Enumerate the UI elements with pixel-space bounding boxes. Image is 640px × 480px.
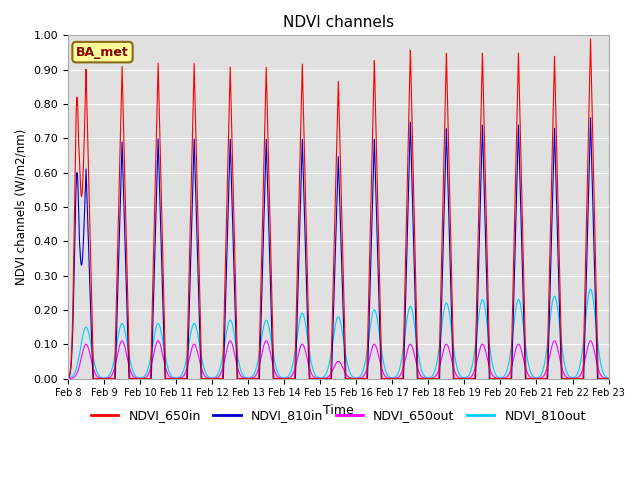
- Y-axis label: NDVI channels (W/m2/nm): NDVI channels (W/m2/nm): [15, 129, 28, 285]
- Title: NDVI channels: NDVI channels: [283, 15, 394, 30]
- NDVI_810out: [605, 375, 612, 381]
- NDVI_810in: [603, 376, 611, 382]
- NDVI_650out: [490, 373, 497, 379]
- Line: NDVI_650in: NDVI_650in: [68, 39, 609, 379]
- NDVI_810out: [64, 375, 72, 381]
- NDVI_810out: [603, 374, 611, 380]
- NDVI_810in: [267, 283, 275, 289]
- NDVI_650out: [180, 373, 188, 379]
- Legend: NDVI_650in, NDVI_810in, NDVI_650out, NDVI_810out: NDVI_650in, NDVI_810in, NDVI_650out, NDV…: [86, 404, 591, 427]
- Text: BA_met: BA_met: [76, 46, 129, 59]
- NDVI_810in: [64, 375, 72, 381]
- NDVI_650in: [64, 375, 72, 381]
- NDVI_650in: [180, 376, 188, 382]
- Line: NDVI_650out: NDVI_650out: [68, 341, 609, 379]
- NDVI_810out: [587, 287, 595, 292]
- NDVI_650in: [587, 36, 595, 42]
- NDVI_650out: [587, 338, 595, 344]
- NDVI_650in: [171, 376, 179, 382]
- NDVI_810in: [171, 376, 179, 382]
- NDVI_810in: [174, 376, 182, 382]
- NDVI_810in: [490, 376, 497, 382]
- NDVI_650in: [490, 376, 497, 382]
- X-axis label: Time: Time: [323, 404, 354, 417]
- NDVI_810in: [605, 376, 612, 382]
- NDVI_810out: [266, 332, 274, 338]
- NDVI_650in: [267, 237, 275, 243]
- NDVI_650in: [174, 376, 182, 382]
- NDVI_650out: [174, 375, 182, 381]
- NDVI_810out: [180, 367, 188, 373]
- NDVI_650in: [605, 376, 612, 382]
- Line: NDVI_810out: NDVI_810out: [68, 289, 609, 378]
- NDVI_650out: [413, 362, 420, 368]
- NDVI_650out: [605, 376, 612, 382]
- NDVI_810in: [587, 115, 595, 120]
- NDVI_810out: [174, 375, 182, 381]
- NDVI_650out: [266, 350, 274, 356]
- NDVI_810out: [490, 366, 497, 372]
- NDVI_810in: [413, 361, 420, 367]
- NDVI_650out: [603, 375, 611, 381]
- Line: NDVI_810in: NDVI_810in: [68, 118, 609, 379]
- NDVI_810in: [180, 376, 188, 382]
- NDVI_650in: [603, 376, 611, 382]
- NDVI_650out: [64, 376, 72, 382]
- NDVI_650in: [413, 327, 420, 333]
- NDVI_810out: [413, 340, 420, 346]
